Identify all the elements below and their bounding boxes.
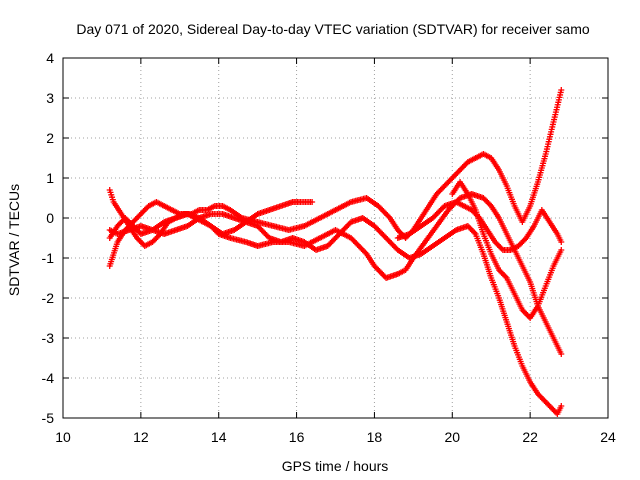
y-tick-label: 4 [46, 50, 54, 66]
y-tick-label: -1 [42, 250, 55, 266]
data-point [558, 351, 565, 357]
data-points [106, 87, 565, 417]
plot-frame [62, 57, 609, 419]
data-point [521, 236, 528, 243]
x-tick-label: 10 [55, 429, 71, 445]
data-point [558, 239, 565, 245]
data-point [486, 201, 493, 208]
x-tick-label: 18 [367, 429, 383, 445]
y-tick-label: -2 [42, 290, 55, 306]
data-point [558, 87, 565, 93]
data-point [309, 199, 316, 205]
y-axis-label: SDTVAR / TECUs [6, 184, 22, 296]
data-point [558, 247, 565, 253]
data-point [362, 249, 369, 256]
data-point [558, 403, 565, 409]
y-tick-label: -3 [42, 330, 55, 346]
y-tick-label: -5 [42, 410, 55, 426]
x-tick-label: 20 [444, 429, 460, 445]
chart-title: Day 071 of 2020, Sidereal Day-to-day VTE… [76, 21, 589, 37]
y-tick-label: -4 [42, 370, 55, 386]
x-tick-label: 22 [522, 429, 538, 445]
x-tick-label: 14 [211, 429, 227, 445]
data-point [498, 245, 505, 252]
data-point [385, 213, 392, 220]
x-axis-label: GPS time / hours [282, 458, 389, 474]
y-tick-label: 2 [46, 130, 54, 146]
x-tick-label: 16 [289, 429, 305, 445]
grid [63, 58, 608, 418]
y-tick-label: 3 [46, 90, 54, 106]
data-point [471, 229, 478, 236]
y-tick-label: 0 [46, 210, 54, 226]
y-tick-label: 1 [46, 170, 54, 186]
data-point [502, 273, 509, 280]
x-tick-label: 24 [600, 429, 616, 445]
x-tick-label: 12 [133, 429, 149, 445]
